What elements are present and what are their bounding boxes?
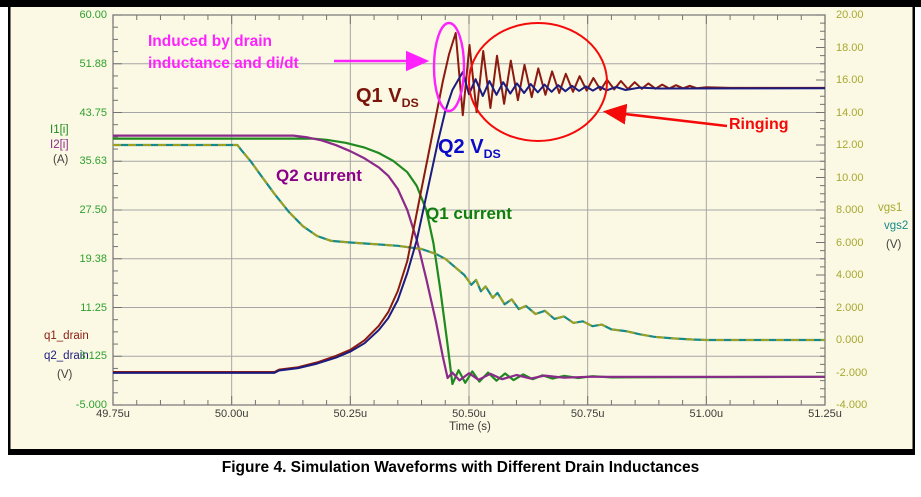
right-axis-tick-label: 8.000	[836, 204, 864, 216]
series-q1_drain	[113, 32, 825, 373]
axis-ticks	[112, 14, 826, 406]
right-axis-tick-label: 2.000	[836, 301, 864, 314]
volt-unit-label-right: (V)	[886, 239, 902, 251]
i1-signal-label: I1[i]	[50, 124, 69, 136]
ringing-label: Ringing	[729, 116, 789, 133]
left-axis-tick-label: 43.75	[79, 106, 107, 119]
figure-top-border	[0, 0, 921, 7]
series-q2_drain	[113, 71, 826, 374]
x-axis-title: Time (s)	[449, 421, 491, 433]
x-axis-tick-label: 51.00u	[689, 408, 724, 420]
right-axis-tick-label: 4.000	[836, 269, 864, 281]
waveform-curves	[113, 32, 826, 386]
peak-highlight-ellipse	[432, 21, 466, 113]
ringing-highlight-ellipse	[468, 22, 608, 142]
right-axis-tick-label: -2.000	[836, 366, 868, 379]
q1-current-label: Q1 current	[426, 204, 512, 223]
left-axis-tick-label: 35.63	[79, 155, 107, 168]
amp-unit-label: (A)	[53, 154, 69, 166]
induced-note: Induced by drain inductance and di/dt	[148, 33, 299, 72]
right-axis-tick-label: 12.00	[836, 139, 864, 151]
volt-unit-label-left: (V)	[57, 369, 73, 381]
q2-drain-signal-label: q2_drain	[44, 350, 89, 362]
right-axis-tick-label: -4.000	[836, 399, 868, 411]
ringing-arrow	[602, 103, 728, 128]
series-vgs1	[113, 144, 825, 341]
left-axis-tick-label: 11.25	[80, 301, 107, 314]
q1-vds-label: Q1 VDS	[356, 85, 419, 110]
q2-vds-label-text: Q2 V	[438, 136, 484, 158]
right-axis-tick-label: 6.000	[836, 236, 864, 249]
left-axis-tick-label: 60.00	[79, 9, 107, 21]
q2-vds-label-sub: DS	[483, 147, 501, 161]
right-axis-tick-label: 18.00	[836, 41, 864, 54]
x-axis-tick-label: 51.25u	[808, 408, 842, 420]
waveform-chart-canvas	[0, 0, 921, 455]
vgs1-signal-label: vgs1	[878, 202, 903, 214]
series-i2	[113, 134, 825, 382]
q1-vds-label-sub: DS	[401, 96, 419, 110]
left-axis-tick-label: -5.000	[75, 399, 107, 411]
vgs2-signal-label: vgs2	[884, 220, 909, 232]
q2-current-label: Q2 current	[276, 166, 362, 185]
x-axis-tick-label: 50.00u	[214, 408, 249, 420]
x-axis-tick-label: 49.75u	[96, 408, 130, 420]
series-i1	[113, 137, 826, 386]
left-axis-tick-label: 3.125	[79, 350, 107, 363]
right-axis-tick-label: 10.00	[836, 171, 864, 184]
x-axis-tick-label: 50.50u	[452, 408, 486, 420]
right-axis-tick-label: 14.00	[836, 106, 864, 119]
x-axis-tick-label: 50.75u	[570, 408, 605, 420]
figure-bottom-border	[8, 449, 915, 455]
right-axis-tick-label: 16.00	[836, 74, 864, 86]
figure-right-border	[912, 7, 915, 449]
i2-signal-label: I2[i]	[50, 139, 69, 151]
left-axis-tick-label: 27.50	[79, 204, 107, 216]
x-axis-tick-label: 50.25u	[333, 408, 368, 420]
right-axis-tick-label: 20.00	[836, 9, 864, 21]
q1-vds-label-text: Q1 V	[356, 85, 402, 107]
right-axis-tick-label: 0.000	[836, 334, 864, 346]
left-axis-tick-label: 51.88	[79, 57, 107, 70]
q2-vds-label: Q2 VDS	[438, 136, 501, 161]
figure-caption: Figure 4. Simulation Waveforms with Diff…	[221, 459, 700, 476]
q1-drain-signal-label: q1_drain	[44, 330, 89, 342]
left-axis-tick-label: 19.38	[79, 252, 107, 265]
figure-left-border	[8, 7, 11, 449]
